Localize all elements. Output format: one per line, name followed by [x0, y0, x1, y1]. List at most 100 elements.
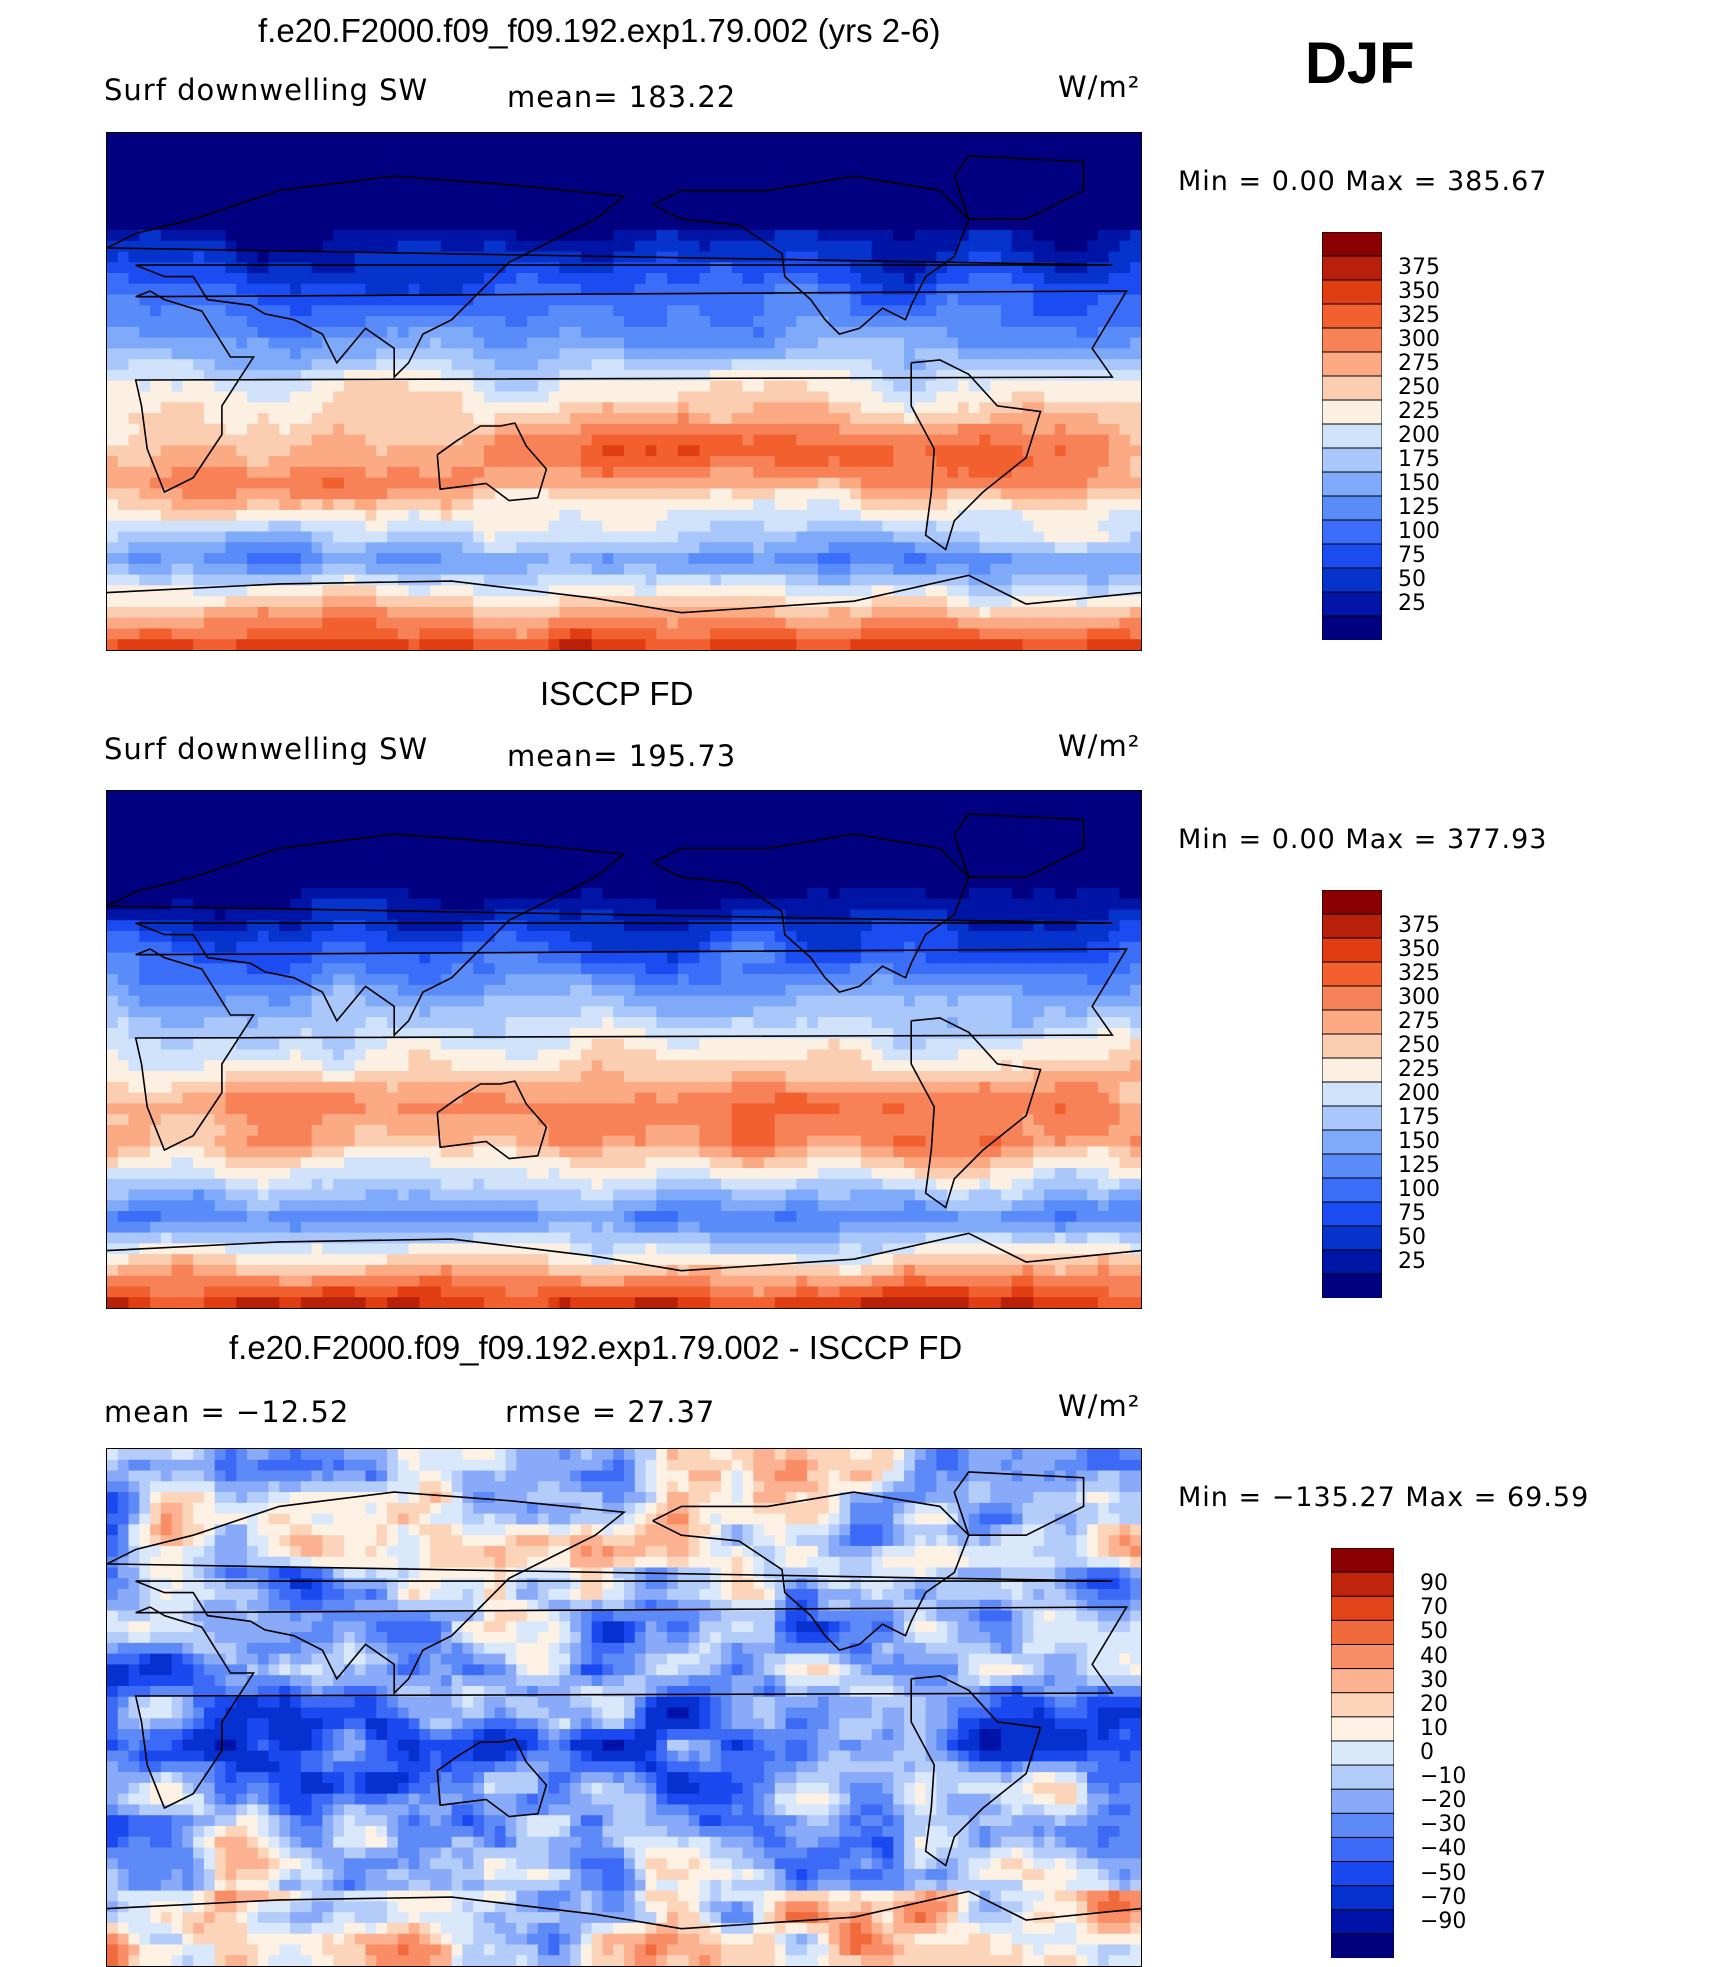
map-cell — [829, 338, 840, 349]
map-cell — [549, 488, 560, 499]
map-cell — [1001, 478, 1012, 489]
map-cell — [161, 456, 172, 467]
map-cell — [107, 295, 118, 306]
map-cell — [516, 327, 527, 338]
map-cell — [312, 823, 323, 834]
map-cell — [225, 639, 236, 650]
map-cell — [516, 273, 527, 284]
map-cell — [1044, 553, 1055, 564]
map-cell — [1012, 155, 1023, 166]
map-cell — [710, 791, 721, 802]
map-cell — [883, 219, 894, 230]
map-cell — [1098, 187, 1109, 198]
map-cell — [613, 478, 624, 489]
map-cell — [484, 456, 495, 467]
map-cell — [430, 359, 441, 370]
map-cell — [850, 585, 861, 596]
map-cell — [462, 338, 473, 349]
map-cell — [775, 413, 786, 424]
map-cell — [592, 176, 603, 187]
map-cell — [1033, 585, 1044, 596]
map-cell — [538, 219, 549, 230]
map-cell — [947, 553, 958, 564]
map-cell — [398, 791, 409, 802]
map-cell — [387, 402, 398, 413]
map-cell — [279, 435, 290, 446]
map-cell — [667, 262, 678, 273]
map-cell — [872, 521, 883, 532]
map-cell — [204, 413, 215, 424]
map-cell — [786, 305, 797, 316]
map-cell — [624, 413, 635, 424]
map-cell — [1119, 456, 1130, 467]
map-cell — [1066, 521, 1077, 532]
map-cell — [990, 488, 1001, 499]
map-cell — [592, 532, 603, 543]
map-cell — [721, 542, 732, 553]
map-cell — [592, 251, 603, 262]
map-cell — [344, 791, 355, 802]
map-cell — [355, 413, 366, 424]
map-cell — [570, 402, 581, 413]
map-cell — [118, 596, 129, 607]
map-cell — [139, 813, 150, 824]
map-cell — [441, 165, 452, 176]
map-cell — [172, 542, 183, 553]
map-cell — [549, 424, 560, 435]
map-cell — [398, 499, 409, 510]
map-cell — [559, 402, 570, 413]
map-cell — [613, 521, 624, 532]
map-cell — [549, 251, 560, 262]
map-cell — [172, 596, 183, 607]
map-cell — [279, 165, 290, 176]
map-cell — [409, 823, 420, 834]
map-cell — [527, 823, 538, 834]
map-cell — [419, 316, 430, 327]
map-cell — [225, 823, 236, 834]
map-cell — [139, 542, 150, 553]
map-cell — [247, 133, 258, 144]
map-cell — [236, 478, 247, 489]
map-cell — [355, 445, 366, 456]
map-cell — [549, 510, 560, 521]
map-cell — [462, 467, 473, 478]
map-cell — [926, 553, 937, 564]
map-cell — [279, 327, 290, 338]
map-cell — [850, 241, 861, 252]
map-cell — [333, 467, 344, 478]
map-cell — [721, 445, 732, 456]
map-cell — [1087, 575, 1098, 586]
map-cell — [301, 424, 312, 435]
map-cell — [279, 208, 290, 219]
map-cell — [969, 628, 980, 639]
map-cell — [721, 359, 732, 370]
map-cell — [624, 198, 635, 209]
map-cell — [301, 456, 312, 467]
map-cell — [495, 144, 506, 155]
map-cell — [710, 467, 721, 478]
map-cell — [172, 359, 183, 370]
map-cell — [1012, 424, 1023, 435]
map-cell — [883, 802, 894, 813]
map-cell — [1087, 499, 1098, 510]
map-cell — [829, 359, 840, 370]
map-cell — [247, 144, 258, 155]
map-cell — [1055, 607, 1066, 618]
map-cell — [495, 510, 506, 521]
map-cell — [990, 456, 1001, 467]
map-cell — [279, 305, 290, 316]
map-cell — [602, 381, 613, 392]
map-cell — [850, 532, 861, 543]
map-cell — [581, 370, 592, 381]
map-cell — [172, 144, 183, 155]
map-cell — [786, 208, 797, 219]
map-cell — [129, 532, 140, 543]
map-cell — [473, 402, 484, 413]
map-cell — [613, 370, 624, 381]
map-cell — [150, 251, 161, 262]
map-cell — [893, 370, 904, 381]
map-cell — [936, 424, 947, 435]
map-cell — [969, 295, 980, 306]
map-cell — [958, 618, 969, 629]
map-cell — [398, 823, 409, 834]
